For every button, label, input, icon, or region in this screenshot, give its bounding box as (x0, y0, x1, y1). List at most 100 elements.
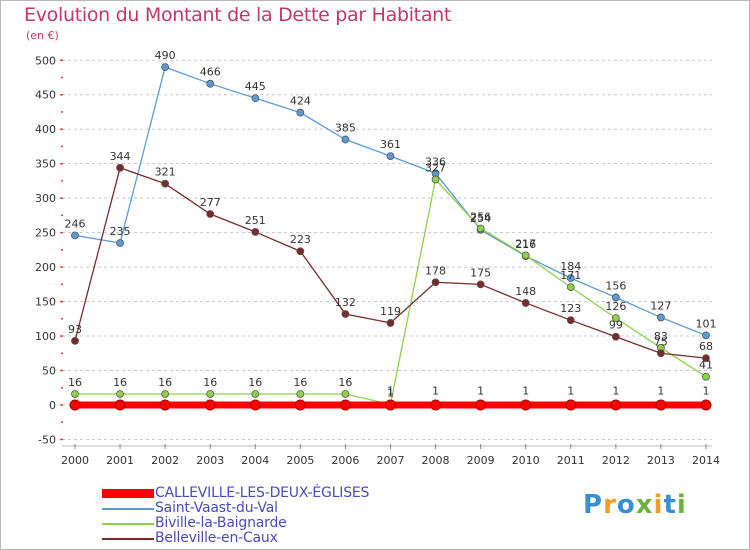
data-label-belleville: 75 (654, 335, 668, 348)
point-saint-vaast (161, 63, 170, 72)
point-belleville (251, 228, 260, 236)
data-label-calleville: 1 (432, 384, 439, 397)
x-tick-label: 2009 (467, 454, 495, 467)
x-tick-label: 2003 (196, 454, 224, 467)
data-label-biville: 83 (654, 330, 668, 343)
legend-swatch-biville (102, 523, 154, 525)
axis-layer: -50 0 50 100 150 200 250 300 350 400 450 500 2000 200… (35, 54, 720, 467)
legend-item-biville: Biville-la-Baignarde (102, 515, 402, 531)
y-tick-label: 200 (35, 261, 56, 274)
data-label-calleville: 1 (612, 384, 619, 397)
data-label-biville: 16 (113, 376, 127, 389)
point-belleville (386, 319, 395, 327)
y-tick-label: 150 (35, 296, 56, 309)
point-belleville (206, 210, 215, 218)
data-label-belleville: 93 (68, 323, 82, 336)
data-label-saint-vaast: 361 (380, 138, 401, 151)
data-label-saint-vaast: 424 (290, 95, 311, 108)
y-tick-label: 0 (49, 399, 56, 412)
data-label-belleville: 68 (699, 340, 713, 353)
point-biville (566, 283, 575, 291)
point-biville (296, 390, 305, 398)
legend-label-belleville: Belleville-en-Caux (155, 530, 278, 546)
data-label-biville: 16 (203, 376, 217, 389)
data-label-biville: 327 (425, 162, 446, 175)
point-saint-vaast (116, 239, 124, 247)
x-tick-label: 2014 (692, 454, 720, 467)
point-saint-vaast (341, 135, 350, 144)
legend-swatch-calleville (102, 489, 154, 498)
point-belleville (161, 179, 170, 188)
x-tick-label: 2010 (512, 454, 540, 467)
data-label-saint-vaast: 466 (200, 66, 221, 79)
data-label-calleville: 1 (702, 384, 709, 397)
point-calleville (114, 399, 126, 411)
x-tick-label: 2011 (557, 454, 585, 467)
x-tick-label: 2006 (331, 454, 359, 467)
x-tick-label: 2002 (151, 454, 179, 467)
proxiti-logo: Proxiti (583, 490, 687, 520)
y-tick-label: 300 (35, 192, 56, 205)
point-calleville (655, 399, 667, 411)
point-belleville (566, 316, 575, 325)
point-biville (206, 390, 215, 398)
y-tick-label: 400 (35, 123, 56, 136)
point-calleville (294, 399, 306, 411)
data-label-saint-vaast: 235 (110, 225, 131, 238)
data-label-saint-vaast: 490 (155, 49, 176, 62)
point-calleville (610, 399, 622, 411)
data-label-calleville: 1 (387, 384, 394, 397)
data-label-belleville: 277 (200, 196, 221, 209)
data-label-biville: 41 (699, 359, 713, 372)
y-tick-label: 50 (42, 365, 56, 378)
point-calleville (700, 399, 712, 411)
grid-layer (62, 59, 712, 440)
point-calleville (159, 399, 171, 411)
data-label-saint-vaast: 184 (560, 260, 581, 273)
data-label-saint-vaast: 246 (65, 217, 86, 230)
point-saint-vaast (251, 94, 260, 103)
point-biville (611, 314, 620, 323)
point-biville (521, 251, 530, 260)
legend-swatch-saint-vaast (102, 508, 154, 510)
legend-swatch-belleville (102, 538, 154, 540)
data-label-biville: 126 (605, 300, 626, 313)
data-label-saint-vaast: 336 (425, 155, 446, 168)
point-biville (116, 390, 124, 398)
point-calleville (565, 399, 577, 411)
point-calleville (475, 399, 487, 411)
data-label-biville: 16 (293, 376, 307, 389)
point-belleville (116, 163, 124, 172)
point-calleville (339, 399, 351, 411)
data-label-saint-vaast: 156 (605, 279, 626, 292)
point-belleville (71, 336, 79, 345)
point-saint-vaast (206, 79, 215, 88)
point-belleville (476, 280, 485, 289)
data-label-belleville: 251 (245, 214, 266, 227)
legend-label-saint-vaast: Saint-Vaast-du-Val (155, 500, 278, 516)
data-label-saint-vaast: 101 (695, 317, 716, 330)
data-label-belleville: 99 (609, 319, 623, 332)
point-biville (476, 224, 485, 233)
point-biville (161, 390, 170, 398)
point-calleville (384, 399, 396, 411)
point-calleville (69, 399, 81, 411)
data-label-saint-vaast: 445 (245, 80, 266, 93)
data-label-belleville: 178 (425, 264, 446, 277)
y-tick-label: 500 (35, 54, 56, 67)
point-belleville (702, 354, 710, 363)
point-saint-vaast (386, 152, 395, 160)
series-line-saint-vaast (74, 66, 707, 336)
point-calleville (249, 399, 261, 411)
point-belleville (657, 349, 665, 358)
data-label-saint-vaast: 127 (650, 299, 671, 312)
point-belleville (521, 299, 530, 307)
data-label-belleville: 132 (335, 296, 356, 309)
data-label-biville: 16 (338, 376, 352, 389)
point-biville (341, 390, 350, 398)
point-saint-vaast (71, 231, 79, 240)
data-label-layer: 246 235 490 466 445 424 385 361 336 254 216 184 156 1… (65, 49, 717, 399)
legend-item-saint-vaast: Saint-Vaast-du-Val (102, 500, 402, 516)
legend-item-calleville: CALLEVILLE-LES-DEUX-ÉGLISES (102, 485, 402, 501)
